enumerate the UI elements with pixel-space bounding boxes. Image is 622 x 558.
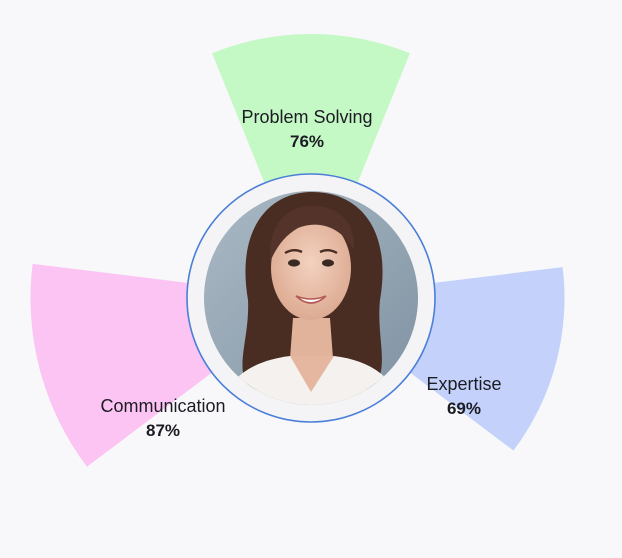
avatar-smile bbox=[295, 295, 327, 304]
avatar-neckline bbox=[290, 356, 334, 392]
sector-expertise[interactable] bbox=[408, 267, 565, 451]
avatar-face bbox=[271, 216, 351, 320]
avatar-eye-left bbox=[288, 259, 300, 267]
avatar-brow-right bbox=[319, 249, 338, 255]
avatar-fringe bbox=[269, 205, 355, 262]
avatar-eye-right bbox=[322, 259, 334, 267]
avatar-photo[interactable] bbox=[200, 188, 422, 412]
avatar-brow-left bbox=[284, 249, 303, 255]
sector-problem-solving[interactable] bbox=[212, 34, 410, 185]
sector-communication[interactable] bbox=[30, 263, 214, 467]
